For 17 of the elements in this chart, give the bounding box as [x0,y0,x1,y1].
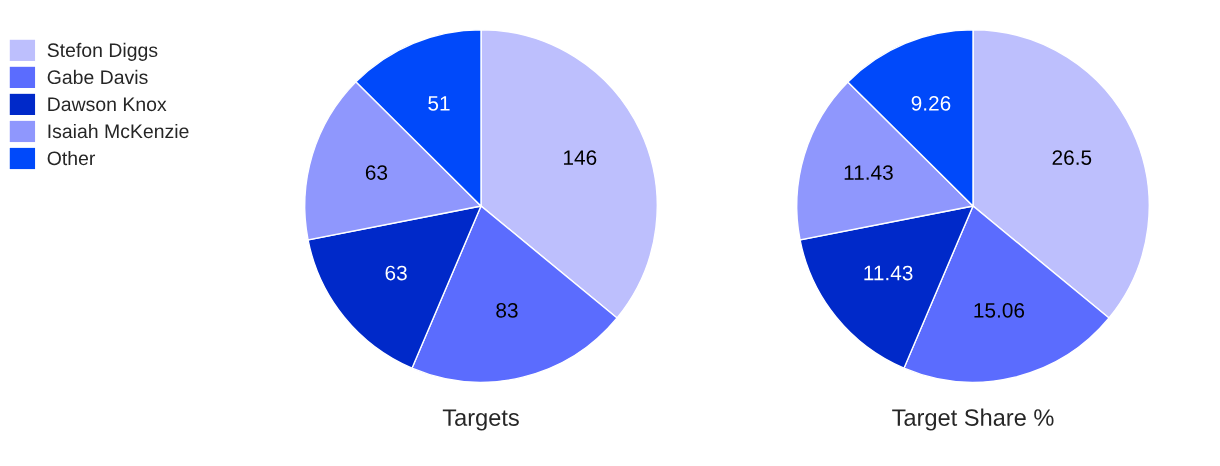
text: Targets [442,409,519,431]
data-label: 83 [496,302,518,318]
data-label: 63 [365,165,388,180]
data-label: 26.5 [1052,150,1092,165]
text: Target Share % [892,408,1054,431]
data-label: 11.43 [844,165,893,180]
data-label: 9.26 [911,95,951,111]
legend-label: Stefon Diggs [47,42,158,61]
legend-label: Gabe Davis [47,69,148,85]
legend-label: Dawson Knox [48,97,167,112]
legend-label: Other [47,150,96,166]
legend-label: Isaiah McKenzie [48,123,189,139]
data-label: 51 [428,96,450,111]
data-label: 63 [385,265,407,281]
data-label: 11.43 [864,265,913,281]
data-label: 146 [564,150,597,165]
data-label: 15.06 [974,302,1025,318]
